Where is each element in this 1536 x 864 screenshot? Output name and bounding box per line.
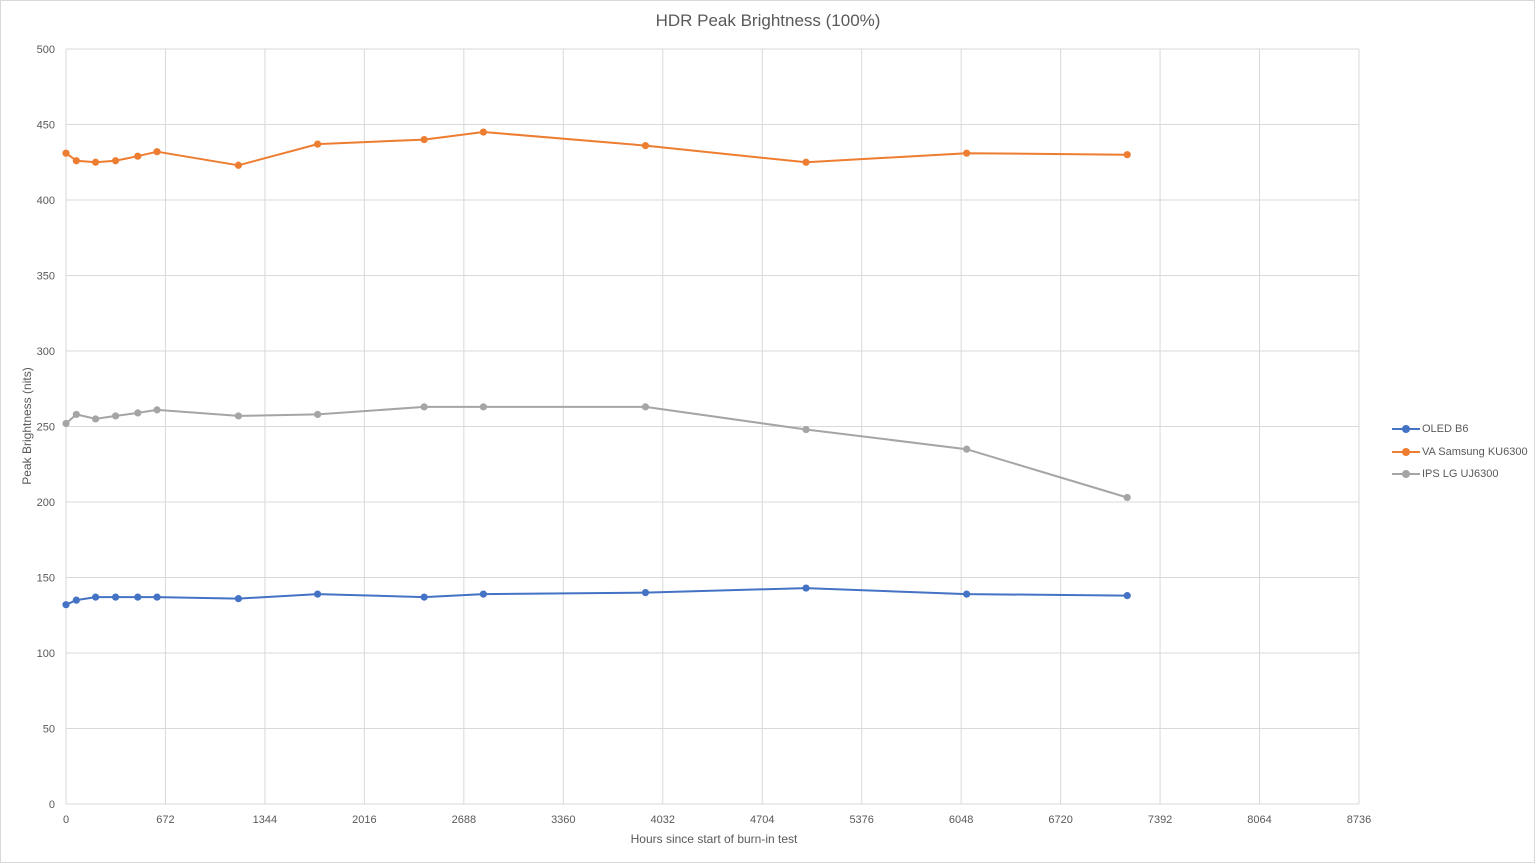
series-1-point-10 <box>641 142 650 150</box>
x-tick-label-10: 6720 <box>1048 814 1072 826</box>
series-0-point-2 <box>92 593 100 601</box>
y-tick-label-2: 100 <box>37 648 55 660</box>
series-1-point-3 <box>111 157 120 165</box>
series-0-point-13 <box>1123 592 1131 600</box>
y-tick-label-4: 200 <box>37 497 55 509</box>
legend-item-0: OLED B6 <box>1392 418 1528 441</box>
series-2-point-4 <box>134 409 142 417</box>
series-1-point-1 <box>72 157 80 165</box>
y-tick-label-3: 150 <box>37 573 55 585</box>
series-1-point-9 <box>479 128 487 136</box>
x-tick-label-3: 2016 <box>352 814 376 826</box>
y-tick-label-8: 400 <box>37 195 55 207</box>
series-2-point-1 <box>72 410 80 419</box>
series-0-point-11 <box>802 584 810 592</box>
y-tick-label-10: 500 <box>37 44 55 56</box>
y-tick-label-7: 350 <box>37 271 55 283</box>
x-tick-label-13: 8736 <box>1347 814 1371 826</box>
series-2-point-12 <box>963 445 971 453</box>
series-2-point-9 <box>479 403 487 411</box>
series-2-point-5 <box>153 406 161 414</box>
x-tick-label-7: 4704 <box>750 814 774 826</box>
series-2-point-8 <box>420 403 428 411</box>
x-tick-label-8: 5376 <box>849 814 873 826</box>
x-tick-label-5: 3360 <box>551 814 575 826</box>
y-tick-label-9: 450 <box>37 120 55 132</box>
series-2-point-0 <box>62 419 70 428</box>
x-tick-label-12: 8064 <box>1247 814 1271 826</box>
series-line-1 <box>65 131 1128 167</box>
series-1-point-7 <box>314 140 322 148</box>
legend-label-2: IPS LG UJ6300 <box>1422 468 1499 481</box>
series-0-point-6 <box>234 595 243 603</box>
legend-swatch-0 <box>1392 424 1420 434</box>
x-tick-label-0: 0 <box>63 814 69 826</box>
series-2-point-11 <box>802 425 810 434</box>
legend-swatch-2 <box>1392 469 1420 479</box>
series-1-point-5 <box>153 148 161 156</box>
series-0-point-4 <box>134 593 142 601</box>
series-2-point-13 <box>1123 493 1131 502</box>
chart-title: HDR Peak Brightness (100%) <box>655 11 881 30</box>
legend: OLED B6 VA Samsung KU6300 IPS LG UJ6300 <box>1392 418 1528 486</box>
series-1-point-4 <box>134 152 142 160</box>
x-tick-label-4: 2688 <box>452 814 476 826</box>
series-2-point-6 <box>234 412 243 420</box>
legend-item-2: IPS LG UJ6300 <box>1392 463 1528 486</box>
series-0-point-8 <box>420 593 428 601</box>
x-tick-label-1: 672 <box>156 814 174 826</box>
x-tick-label-9: 6048 <box>949 814 973 826</box>
series-0-point-5 <box>153 593 161 601</box>
x-tick-label-6: 4032 <box>651 814 675 826</box>
series-2-point-10 <box>641 403 650 411</box>
legend-swatch-1 <box>1392 447 1420 457</box>
y-tick-label-1: 50 <box>43 724 55 736</box>
series-0-point-3 <box>111 593 120 601</box>
series-2-point-2 <box>92 415 100 423</box>
series-1-point-2 <box>92 158 100 166</box>
series-1-point-11 <box>802 158 810 166</box>
series-0-point-9 <box>479 590 487 598</box>
legend-item-1: VA Samsung KU6300 <box>1392 441 1528 464</box>
y-tick-label-0: 0 <box>49 799 55 811</box>
series-1-point-8 <box>420 136 428 144</box>
series-1-point-12 <box>963 149 971 157</box>
series-1-point-0 <box>62 149 70 157</box>
series-2-point-3 <box>111 412 120 420</box>
series-1-point-13 <box>1123 151 1131 159</box>
x-axis-title: Hours since start of burn-in test <box>630 832 798 846</box>
series-0-point-1 <box>72 596 80 604</box>
series-0-point-7 <box>314 590 322 598</box>
series-0-point-0 <box>62 601 70 609</box>
legend-label-1: VA Samsung KU6300 <box>1422 445 1528 458</box>
series-2-point-7 <box>314 410 322 419</box>
y-axis-title: Peak Brightness (nits) <box>20 367 34 485</box>
series-0-point-10 <box>641 589 650 597</box>
legend-label-0: OLED B6 <box>1422 423 1469 436</box>
x-tick-label-11: 7392 <box>1148 814 1172 826</box>
x-tick-label-2: 1344 <box>253 814 277 826</box>
y-tick-label-5: 250 <box>37 422 55 434</box>
series-0-point-12 <box>963 590 971 598</box>
y-tick-label-6: 300 <box>37 346 55 358</box>
series-1-point-6 <box>234 161 243 169</box>
